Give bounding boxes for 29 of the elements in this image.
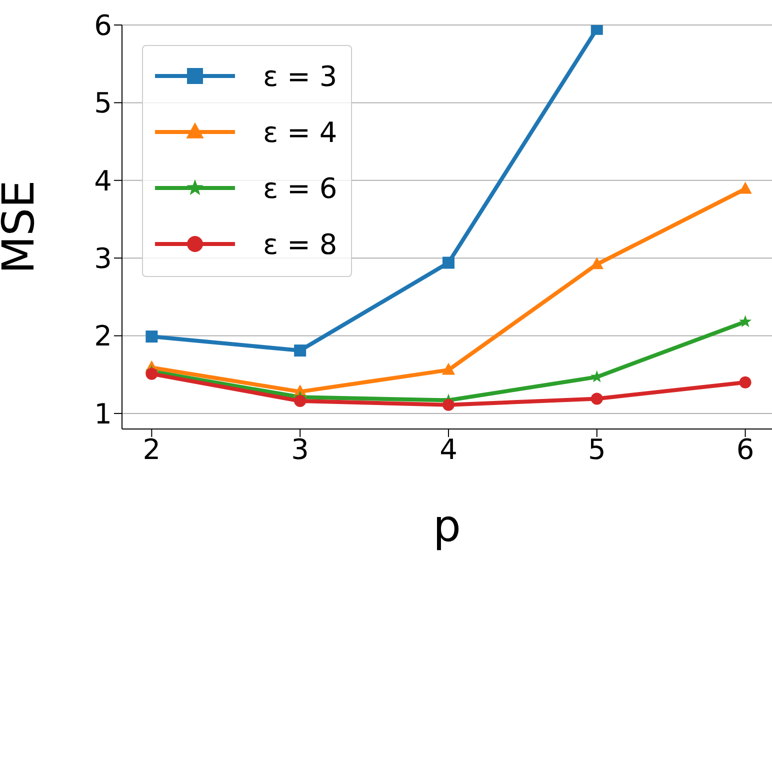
y-tick-label: 5 <box>94 86 112 120</box>
x-tick-label: 3 <box>291 432 309 466</box>
legend-label: ε = 6 <box>263 172 338 204</box>
y-tick-label: 3 <box>94 242 112 276</box>
point <box>738 182 752 194</box>
point <box>146 330 158 343</box>
legend-label: ε = 8 <box>263 228 338 260</box>
y-axis-title: MSE <box>0 180 45 274</box>
point <box>739 376 752 388</box>
x-tick-label: 6 <box>736 432 754 466</box>
x-tick-label: 5 <box>588 432 606 466</box>
y-tick-label: 2 <box>94 320 112 353</box>
point <box>590 257 604 270</box>
point <box>294 395 306 408</box>
y-tick-label: 4 <box>94 164 112 198</box>
point <box>442 398 454 411</box>
y-tick-label: 1 <box>94 397 112 430</box>
x-tick-label: 4 <box>440 432 458 466</box>
y-tick-label: 6 <box>94 8 112 42</box>
point <box>739 315 752 328</box>
point <box>294 344 306 357</box>
point <box>146 368 158 380</box>
legend-label: ε = 4 <box>263 116 338 148</box>
point <box>442 362 456 375</box>
x-axis-title: p <box>433 501 461 552</box>
point <box>442 256 454 269</box>
legend-label: ε = 3 <box>263 60 338 92</box>
x-tick-label: 2 <box>142 432 161 466</box>
point <box>590 392 603 405</box>
